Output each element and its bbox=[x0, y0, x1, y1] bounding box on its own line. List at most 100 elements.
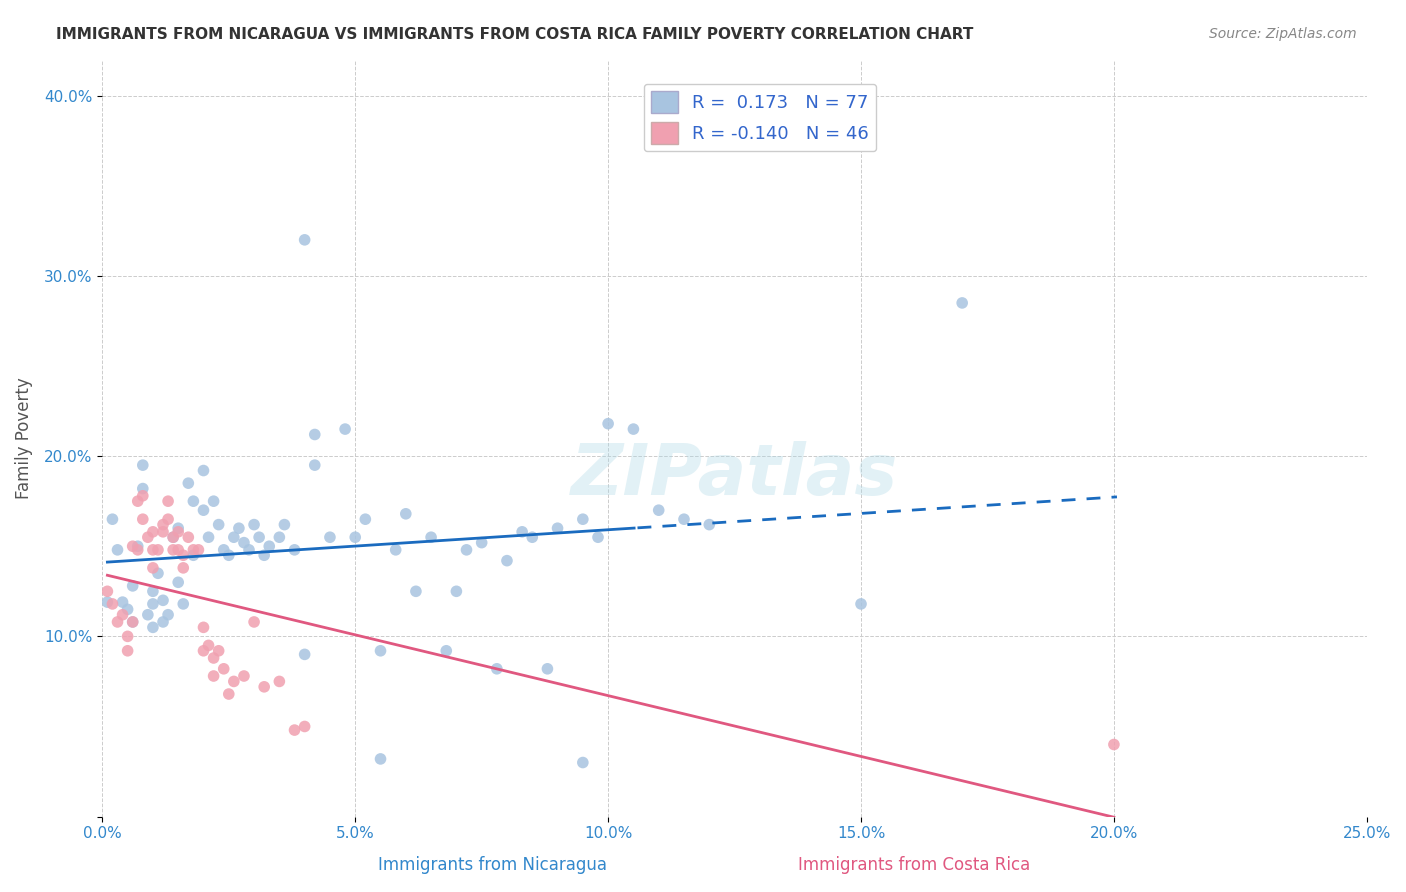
Point bbox=[253, 548, 276, 562]
Point bbox=[142, 620, 165, 634]
Point bbox=[269, 530, 291, 544]
Point bbox=[446, 584, 468, 599]
Text: Source: ZipAtlas.com: Source: ZipAtlas.com bbox=[1209, 27, 1357, 41]
Point bbox=[101, 512, 124, 526]
Point bbox=[162, 530, 184, 544]
Point bbox=[183, 494, 205, 508]
Point bbox=[167, 542, 190, 557]
Point bbox=[132, 489, 155, 503]
Point bbox=[233, 535, 256, 549]
Point bbox=[167, 575, 190, 590]
Point bbox=[183, 542, 205, 557]
Point bbox=[96, 584, 118, 599]
Point bbox=[222, 530, 245, 544]
Point bbox=[193, 464, 215, 478]
Point bbox=[405, 584, 427, 599]
Point bbox=[117, 602, 139, 616]
Point bbox=[202, 651, 225, 665]
Point bbox=[304, 458, 326, 472]
Point bbox=[647, 503, 669, 517]
Point bbox=[243, 615, 266, 629]
Point bbox=[294, 233, 316, 247]
Point bbox=[228, 521, 250, 535]
Point bbox=[193, 644, 215, 658]
Point bbox=[152, 615, 174, 629]
Point bbox=[167, 521, 190, 535]
Point bbox=[572, 512, 595, 526]
Point bbox=[142, 584, 165, 599]
Point bbox=[136, 607, 159, 622]
Point bbox=[697, 517, 720, 532]
Point bbox=[187, 542, 209, 557]
Point bbox=[536, 662, 558, 676]
Point bbox=[247, 530, 270, 544]
Point bbox=[142, 524, 165, 539]
Point bbox=[572, 756, 595, 770]
Point bbox=[127, 494, 149, 508]
Point bbox=[238, 542, 260, 557]
Point bbox=[471, 535, 494, 549]
Point bbox=[172, 548, 194, 562]
Point bbox=[146, 566, 169, 581]
Point bbox=[117, 644, 139, 658]
Point bbox=[117, 629, 139, 643]
Point bbox=[1102, 738, 1125, 752]
Point bbox=[127, 542, 149, 557]
Point bbox=[304, 427, 326, 442]
Point bbox=[157, 607, 180, 622]
Point bbox=[111, 607, 134, 622]
Point bbox=[177, 476, 200, 491]
Point bbox=[212, 662, 235, 676]
Point bbox=[370, 644, 392, 658]
Point bbox=[111, 595, 134, 609]
Point bbox=[96, 595, 118, 609]
Point bbox=[121, 615, 143, 629]
Point bbox=[344, 530, 367, 544]
Point bbox=[132, 512, 155, 526]
Point bbox=[672, 512, 695, 526]
Point bbox=[177, 530, 200, 544]
Point bbox=[456, 542, 478, 557]
Point bbox=[319, 530, 342, 544]
Point bbox=[152, 517, 174, 532]
Point bbox=[384, 542, 406, 557]
Point bbox=[212, 542, 235, 557]
Point bbox=[950, 296, 973, 310]
Point bbox=[132, 482, 155, 496]
Point bbox=[172, 597, 194, 611]
Point bbox=[586, 530, 609, 544]
Point bbox=[510, 524, 533, 539]
Point bbox=[496, 554, 519, 568]
Point bbox=[107, 542, 129, 557]
Point bbox=[598, 417, 620, 431]
Point bbox=[152, 593, 174, 607]
Point bbox=[202, 669, 225, 683]
Text: IMMIGRANTS FROM NICARAGUA VS IMMIGRANTS FROM COSTA RICA FAMILY POVERTY CORRELATI: IMMIGRANTS FROM NICARAGUA VS IMMIGRANTS … bbox=[56, 27, 973, 42]
Point bbox=[142, 542, 165, 557]
Point bbox=[547, 521, 569, 535]
Point bbox=[370, 752, 392, 766]
Point bbox=[333, 422, 356, 436]
Point bbox=[157, 512, 180, 526]
Point bbox=[208, 644, 231, 658]
Point bbox=[233, 669, 256, 683]
Point bbox=[167, 524, 190, 539]
Point bbox=[257, 539, 280, 553]
Point bbox=[294, 648, 316, 662]
Point bbox=[162, 542, 184, 557]
Point bbox=[142, 597, 165, 611]
Point bbox=[283, 542, 305, 557]
Point bbox=[183, 548, 205, 562]
Point bbox=[273, 517, 295, 532]
Point bbox=[132, 458, 155, 472]
Point bbox=[121, 539, 143, 553]
Point bbox=[218, 548, 240, 562]
Point bbox=[162, 530, 184, 544]
Point bbox=[152, 524, 174, 539]
Point bbox=[107, 615, 129, 629]
Point bbox=[434, 644, 457, 658]
Point bbox=[197, 530, 219, 544]
Point bbox=[253, 680, 276, 694]
Point bbox=[222, 674, 245, 689]
Point bbox=[121, 615, 143, 629]
